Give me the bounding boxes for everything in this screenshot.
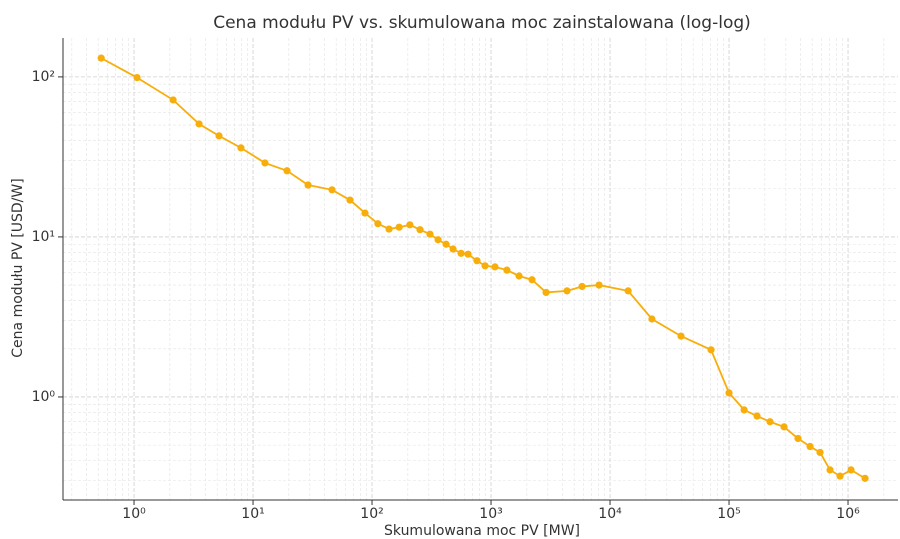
data-point <box>283 167 291 175</box>
data-point <box>426 230 434 238</box>
data-point <box>677 332 685 340</box>
data-point <box>753 412 761 420</box>
data-point <box>725 389 733 397</box>
y-tick-label: 10⁰ <box>32 389 56 405</box>
data-point <box>395 223 403 231</box>
data-point <box>515 272 523 280</box>
y-tick-label: 10¹ <box>32 229 55 245</box>
data-point <box>578 282 586 291</box>
x-tick-label: 10¹ <box>241 506 264 522</box>
data-point <box>442 240 450 248</box>
x-axis-label: Skumulowana moc PV [MW] <box>384 523 580 539</box>
data-point <box>806 442 814 451</box>
data-point <box>133 73 141 82</box>
data-point <box>215 132 223 140</box>
data-point <box>374 220 382 228</box>
data-point <box>346 196 354 204</box>
x-tick-label: 10⁵ <box>717 506 740 522</box>
data-point <box>740 406 748 414</box>
data-point <box>847 466 855 474</box>
data-point <box>794 434 802 443</box>
data-point <box>595 281 603 289</box>
data-point <box>481 262 489 270</box>
data-point <box>861 474 869 482</box>
x-tick-label: 10³ <box>479 506 502 522</box>
x-tick-label: 10⁶ <box>836 506 860 522</box>
data-point <box>766 418 774 426</box>
data-point <box>97 54 105 62</box>
data-point <box>328 186 336 194</box>
data-point <box>237 144 245 152</box>
data-point <box>624 287 632 295</box>
data-point <box>261 159 269 167</box>
x-tick-label: 10² <box>360 506 383 522</box>
chart-title: Cena modułu PV vs. skumulowana moc zains… <box>213 13 751 33</box>
y-axis-label: Cena modułu PV [USD/W] <box>10 178 26 357</box>
data-point <box>385 225 393 233</box>
data-point <box>361 209 369 217</box>
data-point <box>816 448 824 457</box>
data-point <box>503 266 511 274</box>
data-point <box>491 263 499 271</box>
data-point <box>563 287 571 295</box>
data-point <box>826 466 834 474</box>
data-point <box>195 120 203 128</box>
data-point <box>473 257 481 265</box>
data-point <box>416 226 424 234</box>
data-point <box>836 472 844 480</box>
data-point <box>449 245 457 253</box>
data-point <box>304 181 312 189</box>
data-point <box>434 236 442 244</box>
data-point <box>457 249 465 257</box>
y-tick-label: 10² <box>32 69 55 85</box>
data-point <box>464 250 472 258</box>
x-tick-label: 10⁰ <box>122 506 146 522</box>
data-point <box>780 423 788 431</box>
data-point <box>648 315 656 323</box>
x-tick-label: 10⁴ <box>598 506 622 522</box>
data-point <box>406 221 414 229</box>
data-point <box>169 96 177 104</box>
data-point <box>542 288 550 297</box>
data-point <box>528 276 536 284</box>
data-point <box>707 346 715 354</box>
